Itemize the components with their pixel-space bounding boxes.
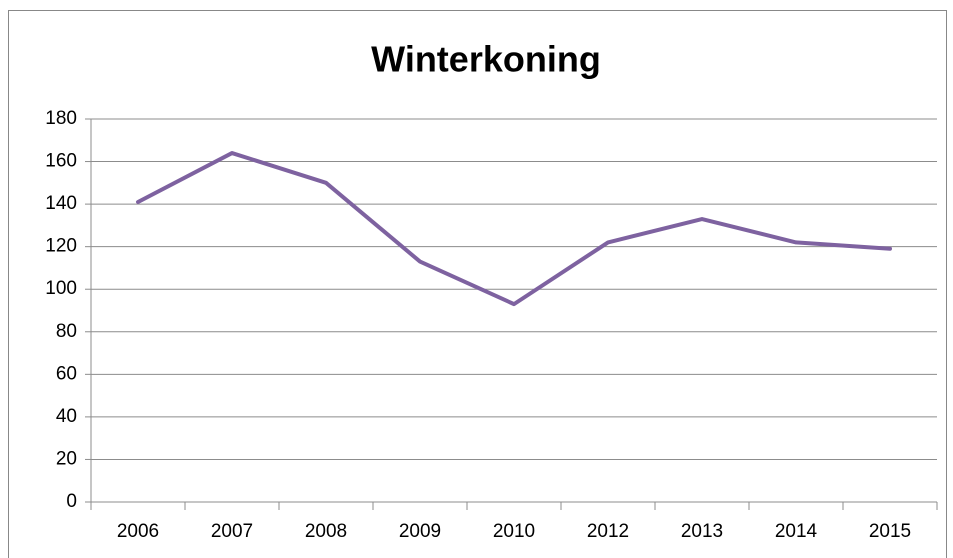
chart-title: Winterkoning xyxy=(371,39,601,80)
y-tick-label: 120 xyxy=(45,236,77,257)
y-tick-label: 0 xyxy=(66,491,77,512)
y-tick-label: 20 xyxy=(56,448,77,469)
y-tick-label: 80 xyxy=(56,321,77,342)
x-tick-label: 2006 xyxy=(117,521,159,542)
y-tick-label: 40 xyxy=(56,406,77,427)
chart-border xyxy=(8,10,947,558)
y-tick-label: 100 xyxy=(45,278,77,299)
x-tick-label: 2012 xyxy=(587,521,629,542)
y-tick-label: 140 xyxy=(45,193,77,214)
x-tick-label: 2007 xyxy=(211,521,253,542)
y-tick-label: 160 xyxy=(45,151,77,172)
x-tick-label: 2014 xyxy=(775,521,818,542)
y-tick-label: 60 xyxy=(56,363,77,384)
x-tick-label: 2015 xyxy=(869,521,911,542)
x-tick-label: 2010 xyxy=(493,521,535,542)
x-tick-label: 2009 xyxy=(399,521,441,542)
x-tick-label: 2008 xyxy=(305,521,347,542)
y-tick-label: 180 xyxy=(45,108,77,129)
x-tick-label: 2013 xyxy=(681,521,723,542)
series-line xyxy=(136,151,892,307)
